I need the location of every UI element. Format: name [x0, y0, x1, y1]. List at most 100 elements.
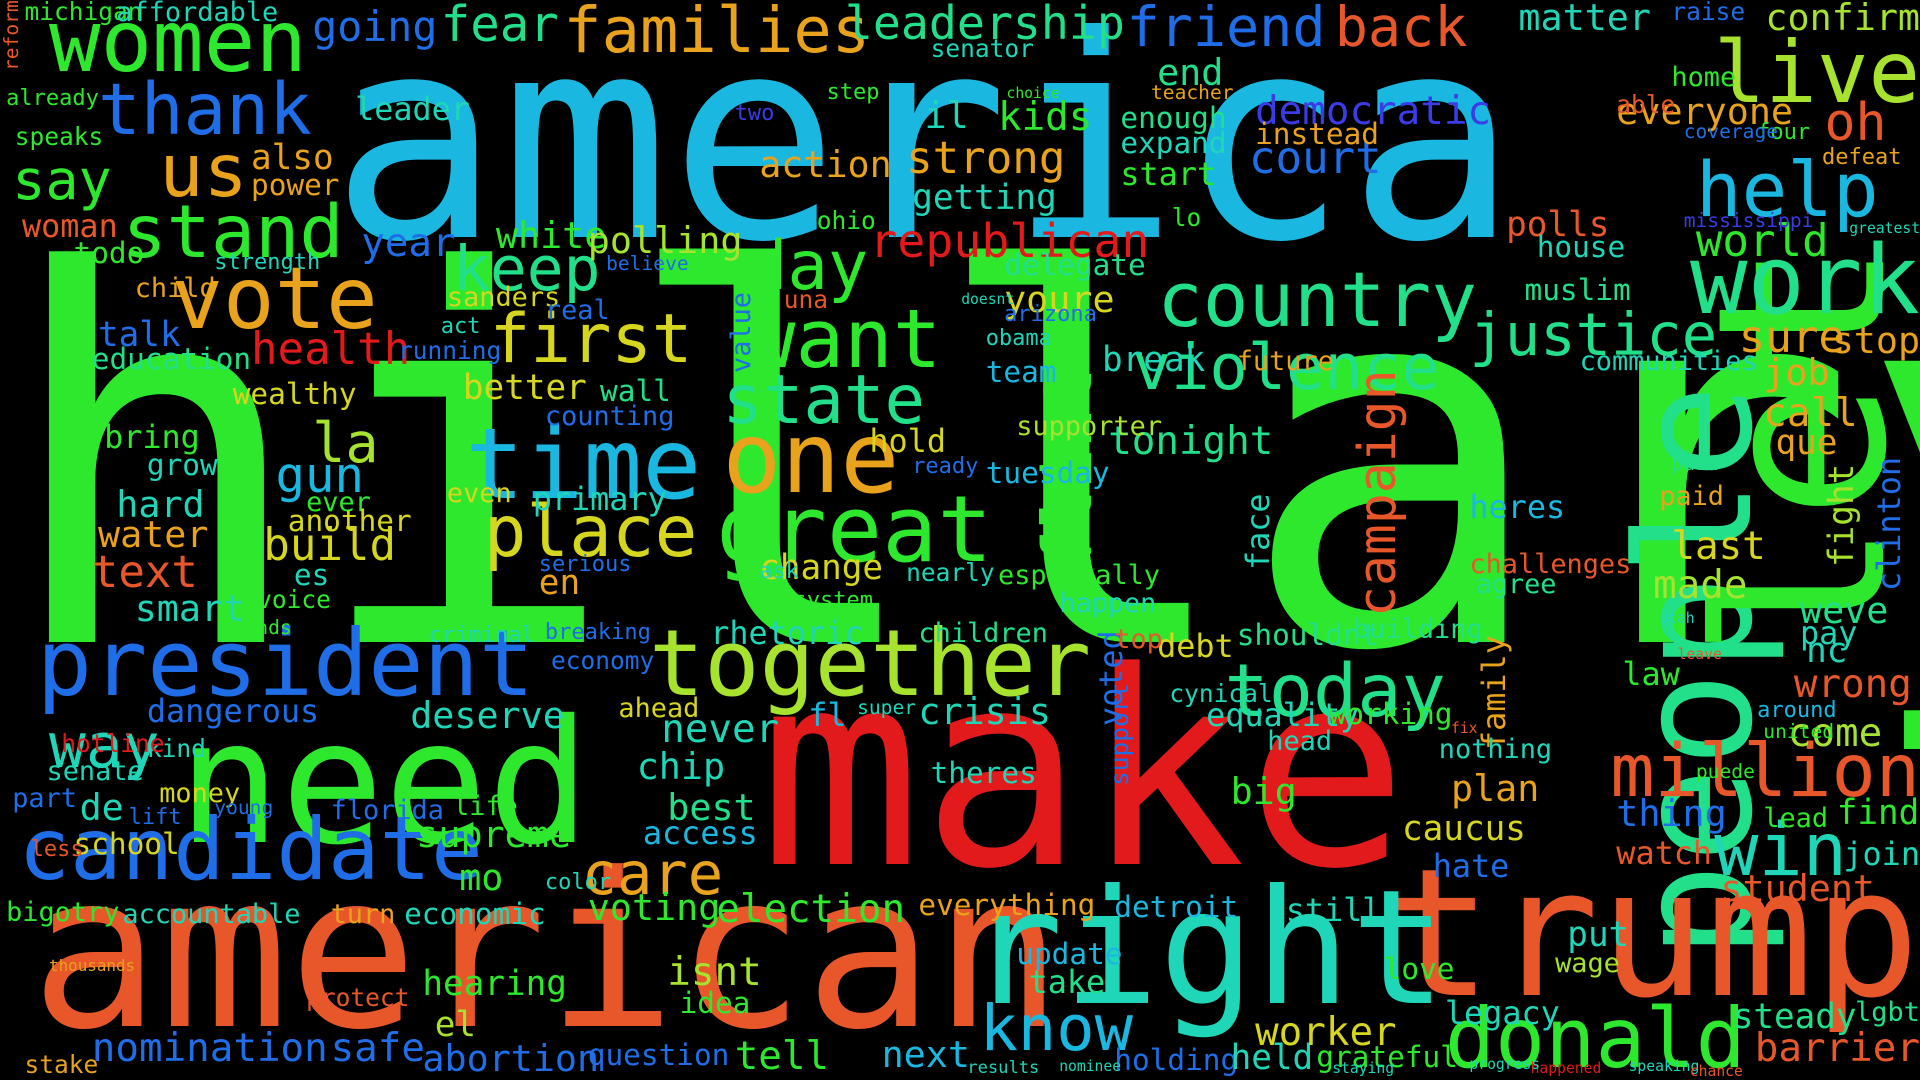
- cloud-word-less: less: [30, 836, 84, 862]
- cloud-word-say: say: [12, 148, 112, 213]
- cloud-word-help: help: [1695, 146, 1879, 235]
- cloud-word-young: young: [214, 796, 274, 820]
- cloud-word-fear: fear: [440, 0, 559, 53]
- cloud-word-big: big: [1230, 769, 1297, 813]
- cloud-word-year: year: [361, 221, 456, 267]
- cloud-word-accountable: accountable: [122, 899, 301, 931]
- cloud-word-ohio: ohio: [816, 206, 876, 236]
- cloud-word-leave: leave: [1677, 645, 1722, 663]
- cloud-word-clinton: clinton: [1870, 456, 1908, 591]
- cloud-word-trump: trump: [1385, 829, 1920, 1037]
- cloud-word-life: life: [453, 790, 518, 822]
- cloud-word-florida: florida: [330, 795, 444, 827]
- cloud-word-team: team: [985, 354, 1057, 389]
- cloud-word-women: women: [49, 0, 307, 92]
- cloud-word-abortion: abortion: [422, 1036, 600, 1080]
- cloud-word-chip: chip: [636, 745, 726, 789]
- cloud-word-voice: voice: [257, 584, 331, 614]
- cloud-word-ahead: ahead: [618, 692, 700, 724]
- cloud-word-justice: justice: [1469, 300, 1718, 370]
- cloud-word-grow: grow: [146, 447, 218, 482]
- cloud-word-act: act: [440, 313, 481, 339]
- cloud-word-nominee: nominee: [1059, 1058, 1122, 1076]
- cloud-word-start: start: [1120, 156, 1217, 194]
- cloud-word-stop: stop: [1831, 319, 1920, 363]
- cloud-word-access: access: [642, 815, 758, 852]
- cloud-word-american: american: [30, 826, 1063, 1077]
- cloud-word-chance: chance: [1689, 1063, 1743, 1080]
- cloud-word-teacher: teacher: [1151, 81, 1234, 105]
- cloud-word-stand: stand: [122, 189, 344, 275]
- cloud-word-everyone: everyone: [1616, 90, 1793, 134]
- cloud-word-para: para: [1671, 452, 1719, 476]
- cloud-word-care: care: [581, 838, 724, 908]
- cloud-word-protect: protect: [306, 982, 410, 1012]
- cloud-word-great: great: [716, 475, 993, 583]
- cloud-word-child: child: [134, 272, 216, 304]
- cloud-word-coverage: coverage: [1683, 120, 1779, 144]
- cloud-word-holding: holding: [1114, 1042, 1239, 1077]
- cloud-word-obama: obama: [985, 326, 1052, 352]
- cloud-word-especially: especially: [998, 560, 1160, 592]
- cloud-word-tonight: tonight: [1108, 419, 1274, 465]
- cloud-word-counting: counting: [544, 401, 675, 433]
- cloud-word-breaking: breaking: [544, 620, 651, 645]
- cloud-word-super: super: [857, 696, 917, 719]
- cloud-word-running: running: [398, 336, 502, 366]
- cloud-word-ask: ask: [759, 558, 799, 584]
- cloud-word-keep: keep: [453, 233, 601, 305]
- cloud-word-idea: idea: [679, 986, 751, 1021]
- cloud-word-house: house: [1536, 229, 1626, 264]
- cloud-word-america: america: [330, 0, 1518, 304]
- cloud-word-equality: equality: [1206, 697, 1360, 735]
- cloud-word-action: action: [759, 142, 892, 186]
- cloud-word-doesnt: doesnt: [961, 290, 1015, 308]
- cloud-word-smart: smart: [134, 587, 246, 631]
- cloud-word-caucus: caucus: [1402, 808, 1526, 849]
- cloud-word-speaks: speaks: [14, 121, 104, 151]
- cloud-word-going: going: [312, 2, 438, 52]
- cloud-word-il: il: [924, 94, 969, 137]
- cloud-word-color: color: [544, 869, 612, 895]
- cloud-word-state: state: [722, 361, 925, 440]
- cloud-word-polling: polling: [587, 218, 743, 262]
- cloud-word-challenges: challenges: [1469, 549, 1632, 581]
- cloud-word-job: job: [1763, 351, 1830, 395]
- cloud-word-day: day: [746, 226, 869, 305]
- cloud-word-back: back: [1334, 0, 1468, 59]
- cloud-word-home: home: [1671, 61, 1737, 93]
- cloud-word-getting: getting: [912, 178, 1057, 219]
- cloud-word-around: around: [1757, 698, 1837, 724]
- cloud-word-love: love: [1383, 952, 1455, 987]
- cloud-word-pay: pay: [1800, 615, 1858, 653]
- cloud-word-end: end: [1157, 51, 1224, 95]
- cloud-word-woman: woman: [22, 207, 118, 245]
- cloud-word-watch: watch: [1616, 834, 1713, 872]
- cloud-word-strong: strong: [906, 133, 1066, 185]
- cloud-word-better: better: [462, 368, 587, 408]
- cloud-word-stake: stake: [24, 1050, 99, 1080]
- cloud-word-mo: mo: [459, 855, 504, 899]
- cloud-word-also: also: [251, 137, 334, 178]
- cloud-word-defeat: defeat: [1822, 144, 1902, 170]
- cloud-word-work: work: [1690, 223, 1920, 336]
- cloud-word-supporter: supporter: [1016, 410, 1163, 442]
- cloud-word-last: last: [1671, 523, 1766, 569]
- cloud-word-future: future: [1236, 346, 1334, 377]
- cloud-word-know: know: [979, 992, 1133, 1066]
- cloud-word-crisis: crisis: [918, 690, 1051, 734]
- cloud-word-communities: communities: [1579, 346, 1758, 377]
- cloud-word-top: top: [1114, 623, 1163, 655]
- cloud-word-democratic: democratic: [1255, 88, 1492, 134]
- cloud-word-heres: heres: [1469, 489, 1566, 527]
- cloud-word-safe: safe: [330, 1025, 425, 1071]
- cloud-word-oh: oh: [1824, 93, 1887, 153]
- cloud-word-results: results: [967, 1058, 1040, 1079]
- cloud-word-criminal: criminal: [428, 622, 535, 648]
- cloud-word-youre: youre: [1004, 277, 1115, 321]
- cloud-word-fix: fix: [1451, 720, 1478, 738]
- cloud-word-es: es: [293, 557, 330, 592]
- cloud-word-puede: puede: [1695, 759, 1755, 783]
- cloud-word-children: children: [918, 617, 1048, 649]
